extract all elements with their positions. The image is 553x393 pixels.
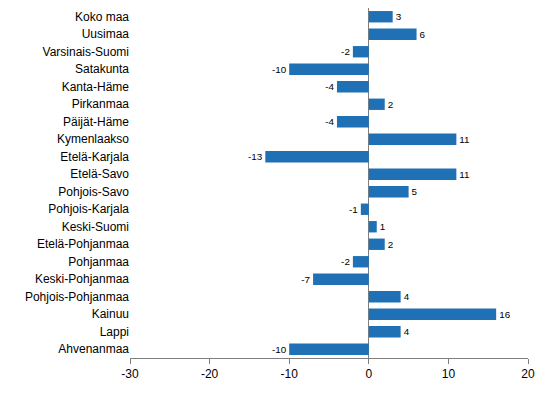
svg-text:Varsinais-Suomi: Varsinais-Suomi [43, 45, 129, 59]
svg-text:2: 2 [388, 239, 393, 250]
svg-text:-4: -4 [325, 116, 334, 127]
svg-text:11: 11 [459, 134, 469, 145]
svg-text:Etelä-Karjala: Etelä-Karjala [60, 150, 129, 164]
svg-text:16: 16 [499, 309, 510, 320]
svg-text:Keski-Pohjanmaa: Keski-Pohjanmaa [35, 272, 129, 286]
svg-text:-2: -2 [341, 256, 350, 267]
svg-text:Pohjanmaa: Pohjanmaa [68, 255, 129, 269]
svg-text:Ahvenanmaa: Ahvenanmaa [58, 342, 129, 356]
svg-text:Päijät-Häme: Päijät-Häme [63, 115, 129, 129]
svg-text:10: 10 [442, 367, 456, 381]
svg-text:Keski-Suomi: Keski-Suomi [62, 220, 129, 234]
svg-text:0: 0 [365, 367, 372, 381]
svg-text:-10: -10 [272, 344, 287, 355]
svg-text:Pohjois-Savo: Pohjois-Savo [58, 185, 129, 199]
svg-text:Satakunta: Satakunta [75, 62, 129, 76]
svg-text:-4: -4 [325, 81, 334, 92]
svg-text:-30: -30 [121, 367, 139, 381]
svg-text:-20: -20 [201, 367, 219, 381]
svg-text:Uusimaa: Uusimaa [82, 27, 130, 41]
svg-text:Kanta-Häme: Kanta-Häme [62, 80, 130, 94]
svg-text:-13: -13 [248, 151, 263, 162]
svg-text:4: 4 [404, 291, 410, 302]
svg-text:Lappi: Lappi [100, 325, 129, 339]
svg-text:6: 6 [420, 29, 426, 40]
svg-text:Pohjois-Pohjanmaa: Pohjois-Pohjanmaa [25, 290, 129, 304]
svg-text:Pohjois-Karjala: Pohjois-Karjala [48, 202, 129, 216]
svg-text:1: 1 [380, 221, 385, 232]
svg-text:11: 11 [459, 169, 469, 180]
svg-text:Etelä-Savo: Etelä-Savo [70, 167, 129, 181]
svg-text:-10: -10 [272, 64, 287, 75]
svg-text:20: 20 [521, 367, 535, 381]
svg-text:-2: -2 [341, 46, 350, 57]
svg-text:-7: -7 [301, 274, 310, 285]
svg-text:Kymenlaakso: Kymenlaakso [57, 132, 129, 146]
svg-text:3: 3 [396, 11, 402, 22]
svg-text:Pirkanmaa: Pirkanmaa [72, 97, 130, 111]
svg-text:Koko maa: Koko maa [75, 10, 129, 24]
svg-text:5: 5 [412, 186, 418, 197]
svg-text:Etelä-Pohjanmaa: Etelä-Pohjanmaa [37, 237, 129, 251]
svg-text:Kainuu: Kainuu [92, 307, 129, 321]
svg-text:4: 4 [404, 326, 410, 337]
svg-text:-10: -10 [281, 367, 299, 381]
svg-text:2: 2 [388, 99, 393, 110]
svg-text:-1: -1 [349, 204, 358, 215]
